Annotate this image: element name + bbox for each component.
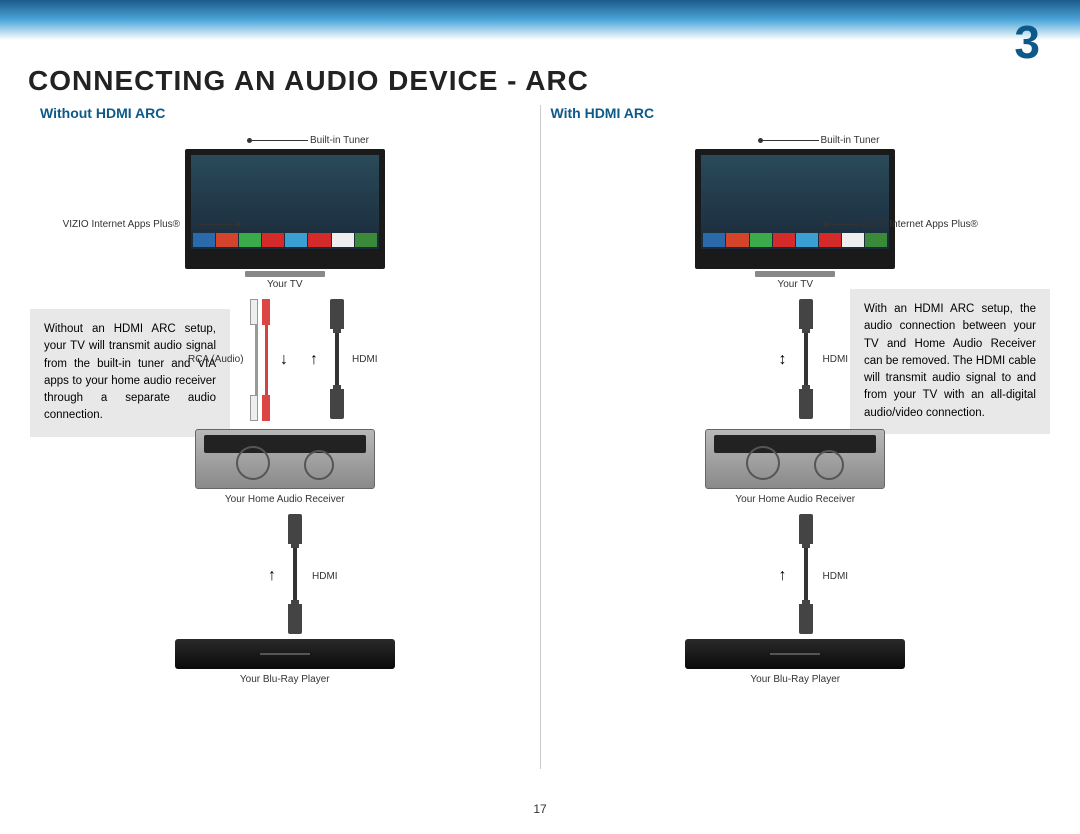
description-box-right: With an HDMI ARC setup, the audio connec… [850, 289, 1050, 434]
page-number: 17 [533, 802, 546, 816]
tuner-label: Built-in Tuner [310, 135, 369, 146]
hdmi-label: HDMI [823, 354, 849, 365]
hdmi-label: HDMI [823, 571, 849, 582]
receiver-icon [195, 429, 375, 489]
arrow-up-icon: ↑ [779, 567, 787, 585]
hdmi-cable-icon [799, 514, 813, 634]
col-heading-right: With HDMI ARC [551, 105, 1041, 121]
hdmi-label: HDMI [312, 571, 338, 582]
apps-label: VIZIO Internet Apps Plus® [60, 219, 180, 230]
tv-icon [185, 149, 385, 269]
hdmi-label: HDMI [352, 354, 378, 365]
cable-wire [265, 325, 268, 395]
bluray-label: Your Blu-Ray Player [240, 674, 330, 685]
tv-screen [701, 155, 889, 249]
cable-wire [255, 325, 258, 395]
callout-line [827, 224, 859, 225]
tv-apps-row [193, 233, 377, 247]
callout-line [250, 140, 308, 141]
tv-apps-row [703, 233, 887, 247]
bluray-label: Your Blu-Ray Player [750, 674, 840, 685]
apps-label: VIZIO Internet Apps Plus® [861, 219, 978, 230]
hdmi-cable-icon [799, 299, 813, 419]
rca-label: RCA (Audio) [188, 354, 244, 365]
diagram-left: Built-in Tuner VIZIO Internet Apps Plus®… [40, 129, 530, 769]
hdmi-cable-icon [288, 514, 302, 634]
col-heading-left: Without HDMI ARC [40, 105, 530, 121]
column-without-arc: Without HDMI ARC Built-in Tuner VIZIO In… [30, 105, 541, 769]
rca-cable-icon [250, 299, 270, 325]
bluray-icon [175, 639, 395, 669]
arrow-up-icon: ↑ [268, 567, 276, 585]
hdmi-cable-icon [330, 299, 344, 419]
description-box-left: Without an HDMI ARC setup, your TV will … [30, 309, 230, 437]
receiver-icon [705, 429, 885, 489]
callout-line [761, 140, 819, 141]
arrow-up-icon: ↑ [310, 351, 318, 369]
tv-screen [191, 155, 379, 249]
tv-icon [695, 149, 895, 269]
arrow-down-icon: ↓ [280, 351, 288, 369]
bluray-icon [685, 639, 905, 669]
diagram-right: Built-in Tuner VIZIO Internet Apps Plus®… [551, 129, 1041, 769]
column-with-arc: With HDMI ARC Built-in Tuner VIZIO Inter… [541, 105, 1051, 769]
header-gradient [0, 0, 1080, 40]
callout-line [198, 224, 238, 225]
page-title: CONNECTING AN AUDIO DEVICE - ARC [28, 65, 589, 97]
arrow-updown-icon: ↕ [779, 351, 787, 369]
tuner-label: Built-in Tuner [821, 135, 880, 146]
receiver-label: Your Home Audio Receiver [225, 494, 345, 505]
tv-label: Your TV [267, 279, 303, 290]
receiver-label: Your Home Audio Receiver [735, 494, 855, 505]
content-columns: Without HDMI ARC Built-in Tuner VIZIO In… [30, 105, 1050, 769]
tv-label: Your TV [777, 279, 813, 290]
rca-cable-icon [250, 395, 270, 421]
chapter-number: 3 [1014, 15, 1040, 69]
